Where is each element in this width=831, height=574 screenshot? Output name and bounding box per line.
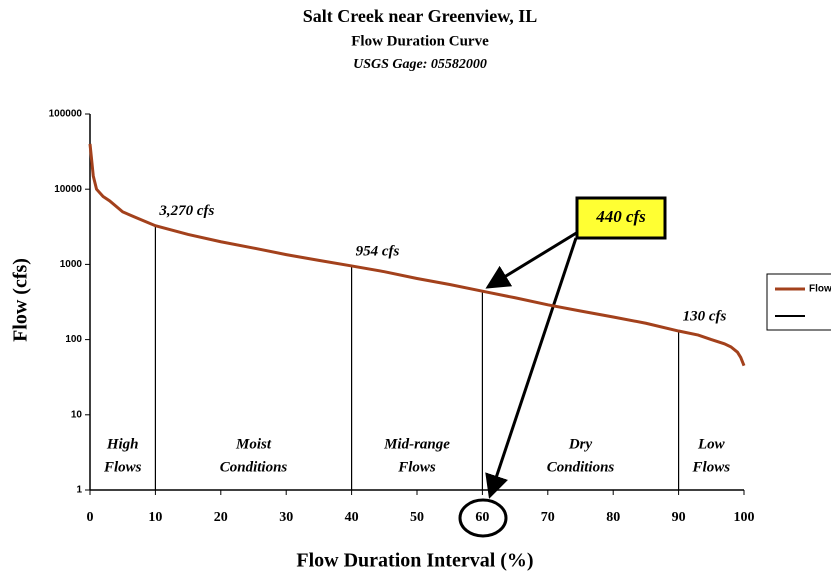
x-tick-label: 80 (606, 510, 620, 525)
callout-label: 440 cfs (595, 207, 646, 226)
legend-box (766, 273, 831, 331)
x-tick-label: 10 (148, 510, 162, 525)
x-tick-label: 0 (87, 510, 94, 525)
zone-label: Flows (103, 459, 142, 475)
annotation-label: 3,270 cfs (158, 203, 214, 219)
zone-label: Conditions (547, 459, 615, 475)
zone-label: Flows (692, 459, 731, 475)
zone-label: High (106, 436, 139, 452)
x-tick-label: 60 (475, 510, 489, 525)
y-axis-label: Flow (cfs) (10, 258, 32, 342)
zone-label: Flows (397, 459, 436, 475)
x-tick-label: 40 (345, 510, 359, 525)
chart-subtitle: Flow Duration Curve (351, 33, 489, 49)
x-tick-label: 20 (214, 510, 228, 525)
x-tick-label: 30 (279, 510, 293, 525)
annotation-label: 130 cfs (683, 308, 727, 324)
x-tick-label: 100 (734, 510, 755, 525)
y-tick-label: 100000 (49, 109, 83, 120)
zone-label: Moist (235, 436, 272, 452)
callout-box (575, 196, 667, 240)
x-axis-label: Flow Duration Interval (%) (296, 550, 533, 572)
flow-line (88, 143, 746, 367)
highlight-circle (458, 498, 508, 538)
y-tick-label: 1 (76, 485, 82, 496)
x-tick-label: 70 (541, 510, 555, 525)
annotation-label: 954 cfs (356, 243, 400, 259)
y-tick-label: 10 (71, 409, 83, 420)
x-tick-label: 50 (410, 510, 424, 525)
zone-label: Conditions (220, 459, 288, 475)
zone-label: Low (697, 436, 726, 452)
chart-title: Salt Creek near Greenview, IL (303, 6, 537, 26)
y-tick-label: 100 (65, 334, 82, 345)
gage-label: USGS Gage: 05582000 (353, 57, 487, 72)
arrow (485, 237, 578, 499)
zone-label: Dry (568, 436, 593, 452)
y-tick-label: 1000 (60, 259, 83, 270)
x-tick-label: 90 (672, 510, 686, 525)
arrow (485, 230, 579, 289)
y-tick-label: 10000 (54, 184, 82, 195)
legend-label: Flow (809, 284, 831, 295)
zone-label: Mid-range (383, 436, 450, 452)
